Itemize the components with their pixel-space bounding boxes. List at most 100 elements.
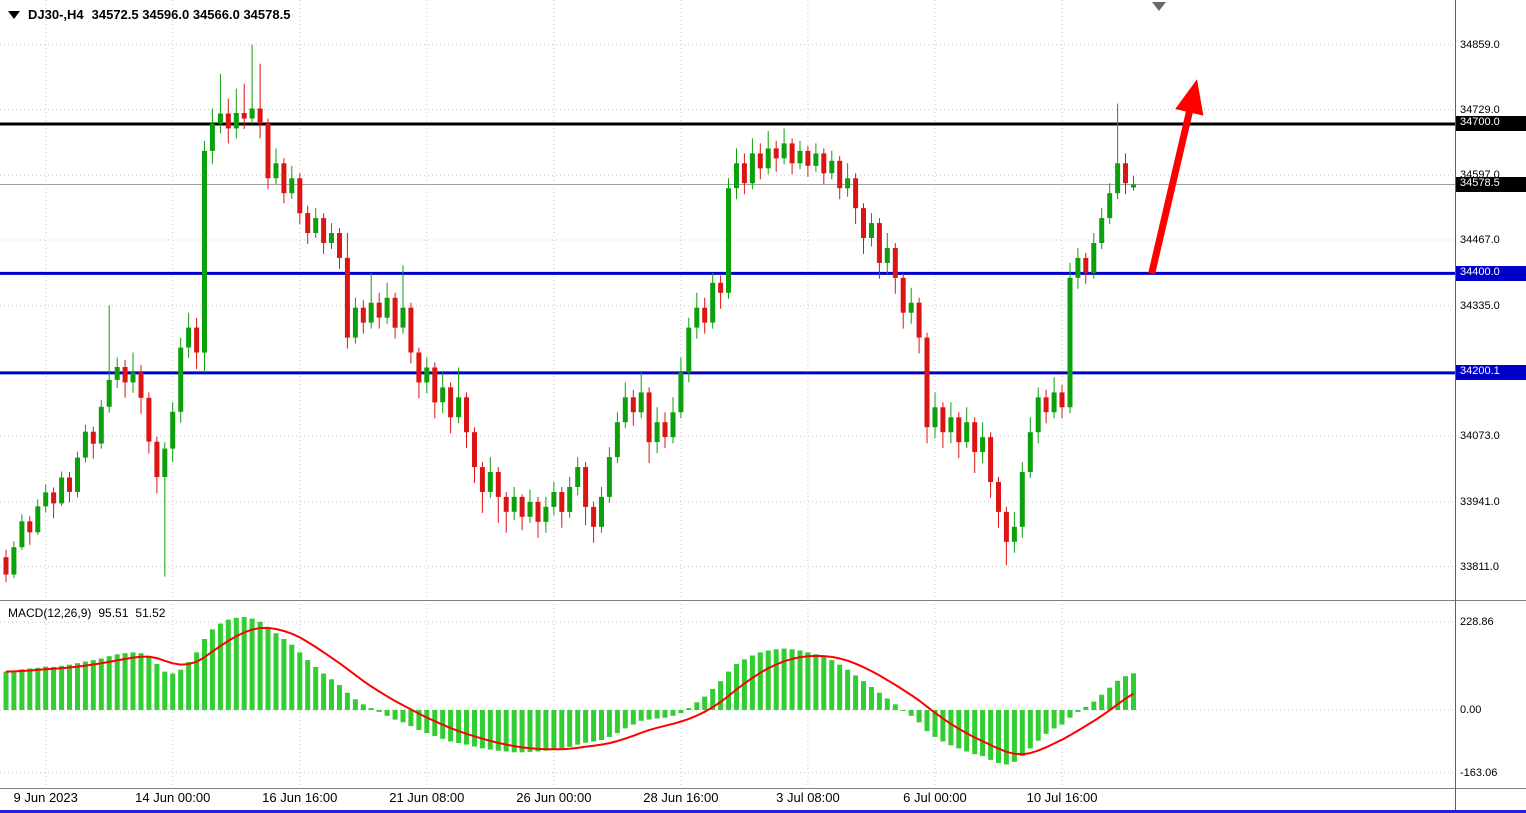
macd-bar [122,653,128,711]
candle [972,422,978,453]
macd-bar [988,710,994,760]
macd-bar [225,619,231,710]
candle [344,257,350,338]
candle [432,367,438,403]
candle [448,387,454,418]
macd-bar [186,662,192,710]
candle [170,411,176,449]
macd-bar [233,617,239,710]
macd-bar [694,702,700,710]
candle [281,163,287,194]
candle [662,422,668,438]
macd-bar [106,656,112,710]
macd-bar [368,708,374,710]
candle [757,153,763,169]
candle [924,337,930,428]
macd-bar [1059,710,1065,725]
macd-bar [1099,694,1105,711]
macd-bar [249,618,255,710]
collapse-triangle-icon[interactable] [8,10,20,19]
macd-bar [972,710,978,755]
candle [646,392,652,443]
candle [1115,163,1121,194]
chart-shift-marker-icon[interactable] [1152,2,1166,11]
candle [503,496,509,512]
macd-bar [527,710,533,752]
candle [980,437,986,453]
macd-indicator-title: MACD(12,26,9) 95.51 51.52 [8,606,165,620]
candle [765,148,771,169]
candle [400,307,406,328]
macd-bar [996,710,1001,763]
candle [892,248,898,278]
macd-bar [964,710,970,752]
candle [900,277,906,313]
macd-bar [178,669,184,710]
macd-bar [853,675,859,710]
candle [551,492,557,507]
macd-bar [170,673,176,710]
candle [726,188,731,293]
candle [511,496,517,512]
macd-bar [646,710,652,720]
candle [1035,397,1041,433]
candle [27,521,33,533]
macd-bar [662,710,668,718]
candle [821,153,827,174]
candle [1051,392,1057,413]
candle [1059,392,1065,408]
macd-bar [1075,710,1081,712]
macd-bar [297,652,303,710]
macd-bar [67,664,72,710]
macd-bar [932,710,938,737]
candle [487,472,493,492]
macd-bar [567,710,573,747]
candle [622,397,628,423]
macd-bar [424,710,430,733]
candles [3,44,1136,583]
macd-bar [51,667,57,710]
macd-bar [82,661,88,710]
candle [392,297,398,328]
macd-bar [892,704,898,711]
candle [845,178,851,189]
candle [1075,257,1081,278]
macd-bar [845,669,851,710]
macd-bar [432,710,438,737]
candle [472,432,477,468]
candle [575,467,581,487]
macd-bar [130,652,136,710]
macd-histogram [3,617,1136,765]
candle [138,372,144,398]
macd-bar [265,627,271,710]
macd-bar [257,621,263,711]
candle [884,248,890,263]
candle [114,367,120,380]
macd-bar [360,704,366,711]
macd-bar [146,656,152,710]
candle [464,397,469,433]
macd-bar [313,667,319,710]
candle [313,218,319,233]
candle [162,448,168,477]
candle [424,367,430,383]
candle [1027,432,1033,472]
candle [741,163,747,184]
macd-bar [1003,710,1009,765]
candle [19,521,25,548]
candle [1091,243,1097,273]
candle-wicks-bear [5,63,1126,583]
macd-bar [511,710,517,753]
macd-bar [829,660,835,710]
trend-arrow[interactable] [1148,79,1204,275]
macd-bar [19,669,25,710]
macd-bar [75,663,80,711]
macd-bar [614,710,620,733]
candle [249,108,255,119]
candle [853,178,859,209]
macd-bar [940,710,946,742]
candle [1067,277,1073,408]
macd-bar [821,657,827,710]
